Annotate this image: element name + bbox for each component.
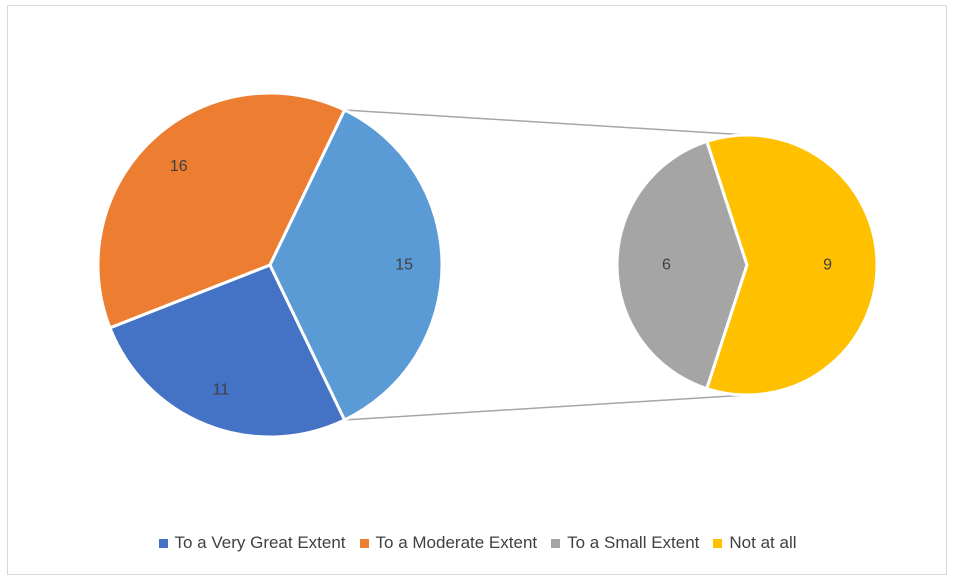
pie-slice-to-a-very-great-extent: [108, 263, 347, 439]
legend-label: To a Very Great Extent: [174, 533, 346, 552]
main-pie: 11 16 15: [96, 91, 444, 439]
legend-item-not-at-all: Not at all: [713, 533, 797, 553]
legend-swatch: [158, 538, 168, 548]
legend-label: Not at all: [729, 533, 797, 552]
data-label-to-a-moderate-extent: 16: [170, 158, 188, 175]
pie-slice-not-at-all: [705, 133, 879, 397]
legend-label: To a Moderate Extent: [375, 533, 538, 552]
connector-line-top: [344, 109, 748, 136]
legend-swatch: [713, 538, 723, 548]
legend-item-moderate-extent: To a Moderate Extent: [359, 533, 538, 553]
legend-swatch: [551, 538, 561, 548]
connector-line-bottom: [344, 394, 748, 421]
legend-item-very-great-extent: To a Very Great Extent: [158, 533, 346, 553]
pie-slice-other: [268, 108, 444, 422]
connector-lines: [344, 109, 748, 421]
data-label-to-a-very-great-extent: 11: [213, 381, 230, 398]
legend-swatch: [359, 538, 369, 548]
data-label-to-a-small-extent: 6: [662, 257, 671, 274]
pie-slice-to-a-moderate-extent: [96, 91, 347, 330]
legend: To a Very Great Extent To a Moderate Ext…: [0, 533, 955, 553]
legend-label: To a Small Extent: [567, 533, 700, 552]
legend-item-small-extent: To a Small Extent: [551, 533, 699, 553]
data-label-not-at-all: 9: [823, 257, 832, 274]
data-label-other: 15: [395, 257, 413, 274]
pie-slice-to-a-small-extent: [615, 139, 749, 391]
